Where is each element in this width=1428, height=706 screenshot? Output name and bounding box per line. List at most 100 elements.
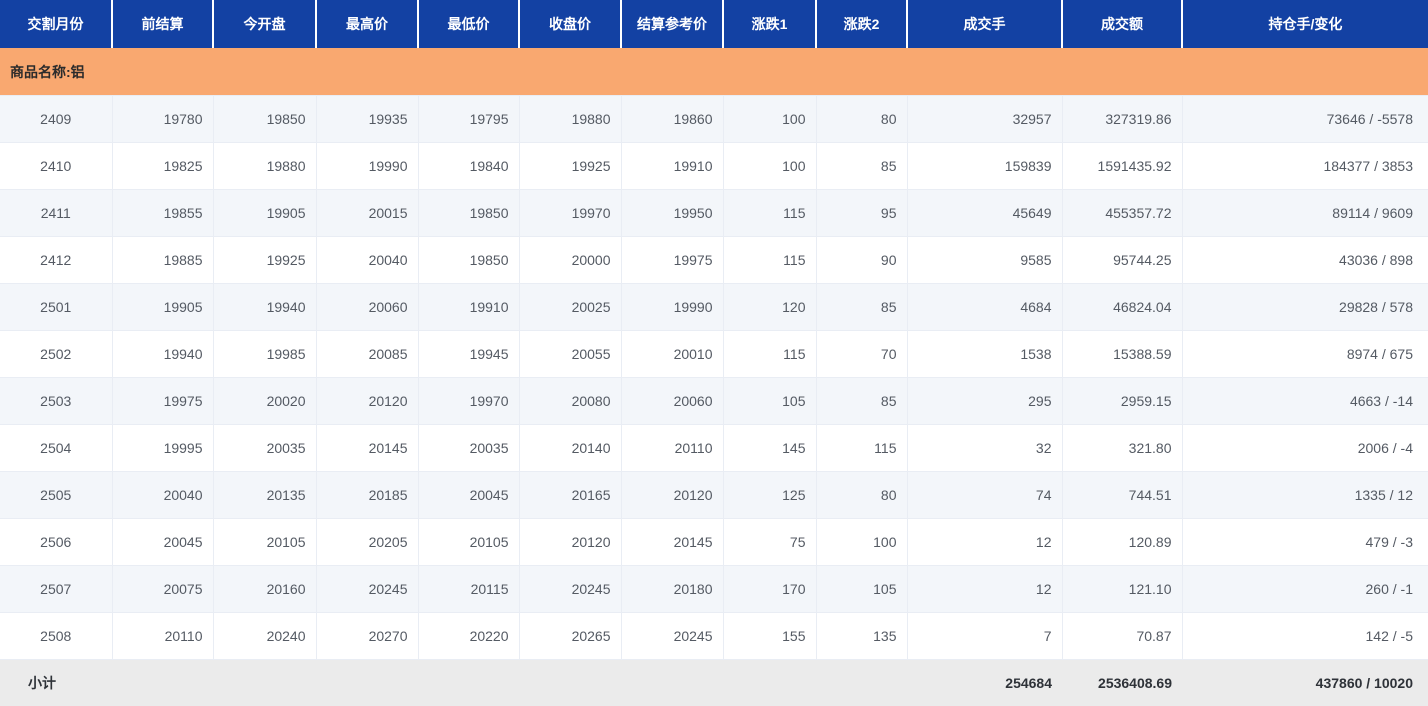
cell-volume: 1538 — [907, 331, 1062, 378]
cell-turnover: 95744.25 — [1062, 237, 1182, 284]
cell-low: 20035 — [418, 425, 519, 472]
cell-prev-settle: 19855 — [112, 190, 213, 237]
cell-low: 19795 — [418, 96, 519, 143]
cell-month: 2411 — [0, 190, 112, 237]
column-header-oi-change: 持仓手/变化 — [1182, 0, 1428, 48]
cell-open: 19985 — [213, 331, 316, 378]
cell-open: 19905 — [213, 190, 316, 237]
cell-low: 19910 — [418, 284, 519, 331]
cell-oi-change: 89114 / 9609 — [1182, 190, 1428, 237]
cell-turnover: 1591435.92 — [1062, 143, 1182, 190]
cell-volume: 45649 — [907, 190, 1062, 237]
cell-change2: 85 — [816, 378, 907, 425]
subtotal-oi-change: 437860 / 10020 — [1182, 660, 1428, 706]
cell-low: 19945 — [418, 331, 519, 378]
cell-oi-change: 1335 / 12 — [1182, 472, 1428, 519]
subtotal-turnover: 2536408.69 — [1062, 660, 1182, 706]
cell-prev-settle: 20110 — [112, 613, 213, 660]
cell-change1: 75 — [723, 519, 816, 566]
column-header-month: 交割月份 — [0, 0, 112, 48]
column-header-change2: 涨跌2 — [816, 0, 907, 48]
cell-low: 19850 — [418, 237, 519, 284]
cell-turnover: 15388.59 — [1062, 331, 1182, 378]
cell-low: 19850 — [418, 190, 519, 237]
cell-open: 20240 — [213, 613, 316, 660]
cell-open: 19850 — [213, 96, 316, 143]
cell-volume: 9585 — [907, 237, 1062, 284]
cell-settle-ref: 19910 — [621, 143, 723, 190]
subtotal-label: 小计 — [0, 660, 112, 706]
cell-prev-settle: 19905 — [112, 284, 213, 331]
commodity-group-row: 商品名称:铝 — [0, 48, 1428, 96]
cell-change2: 80 — [816, 472, 907, 519]
cell-month: 2504 — [0, 425, 112, 472]
cell-close: 20165 — [519, 472, 621, 519]
cell-oi-change: 29828 / 578 — [1182, 284, 1428, 331]
cell-open: 19925 — [213, 237, 316, 284]
cell-change1: 145 — [723, 425, 816, 472]
cell-oi-change: 43036 / 898 — [1182, 237, 1428, 284]
commodity-name-label: 商品名称:铝 — [0, 48, 1428, 96]
cell-change1: 115 — [723, 237, 816, 284]
cell-change2: 100 — [816, 519, 907, 566]
cell-volume: 32 — [907, 425, 1062, 472]
cell-volume: 7 — [907, 613, 1062, 660]
cell-open: 20105 — [213, 519, 316, 566]
cell-volume: 12 — [907, 519, 1062, 566]
cell-prev-settle: 19995 — [112, 425, 213, 472]
cell-change2: 95 — [816, 190, 907, 237]
cell-settle-ref: 20245 — [621, 613, 723, 660]
cell-month: 2501 — [0, 284, 112, 331]
cell-close: 20120 — [519, 519, 621, 566]
column-header-change1: 涨跌1 — [723, 0, 816, 48]
cell-open: 19940 — [213, 284, 316, 331]
cell-oi-change: 142 / -5 — [1182, 613, 1428, 660]
cell-open: 20135 — [213, 472, 316, 519]
cell-high: 20060 — [316, 284, 418, 331]
cell-month: 2412 — [0, 237, 112, 284]
cell-change2: 85 — [816, 143, 907, 190]
cell-close: 20055 — [519, 331, 621, 378]
cell-change2: 135 — [816, 613, 907, 660]
cell-change1: 120 — [723, 284, 816, 331]
subtotal-volume: 254684 — [907, 660, 1062, 706]
cell-month: 2502 — [0, 331, 112, 378]
cell-high: 20185 — [316, 472, 418, 519]
cell-prev-settle: 19825 — [112, 143, 213, 190]
cell-month: 2507 — [0, 566, 112, 613]
cell-low: 19970 — [418, 378, 519, 425]
cell-low: 19840 — [418, 143, 519, 190]
cell-turnover: 2959.15 — [1062, 378, 1182, 425]
column-header-close: 收盘价 — [519, 0, 621, 48]
cell-month: 2506 — [0, 519, 112, 566]
cell-settle-ref: 19950 — [621, 190, 723, 237]
cell-change2: 105 — [816, 566, 907, 613]
cell-settle-ref: 20010 — [621, 331, 723, 378]
cell-low: 20045 — [418, 472, 519, 519]
cell-month: 2409 — [0, 96, 112, 143]
cell-low: 20220 — [418, 613, 519, 660]
cell-turnover: 744.51 — [1062, 472, 1182, 519]
cell-turnover: 321.80 — [1062, 425, 1182, 472]
cell-close: 19880 — [519, 96, 621, 143]
cell-high: 20040 — [316, 237, 418, 284]
cell-change1: 125 — [723, 472, 816, 519]
cell-oi-change: 260 / -1 — [1182, 566, 1428, 613]
cell-prev-settle: 20075 — [112, 566, 213, 613]
cell-high: 20245 — [316, 566, 418, 613]
cell-month: 2503 — [0, 378, 112, 425]
cell-settle-ref: 20120 — [621, 472, 723, 519]
cell-change2: 90 — [816, 237, 907, 284]
column-header-open: 今开盘 — [213, 0, 316, 48]
cell-change1: 105 — [723, 378, 816, 425]
column-header-high: 最高价 — [316, 0, 418, 48]
cell-turnover: 327319.86 — [1062, 96, 1182, 143]
cell-settle-ref: 20180 — [621, 566, 723, 613]
column-header-settle-ref: 结算参考价 — [621, 0, 723, 48]
cell-volume: 32957 — [907, 96, 1062, 143]
